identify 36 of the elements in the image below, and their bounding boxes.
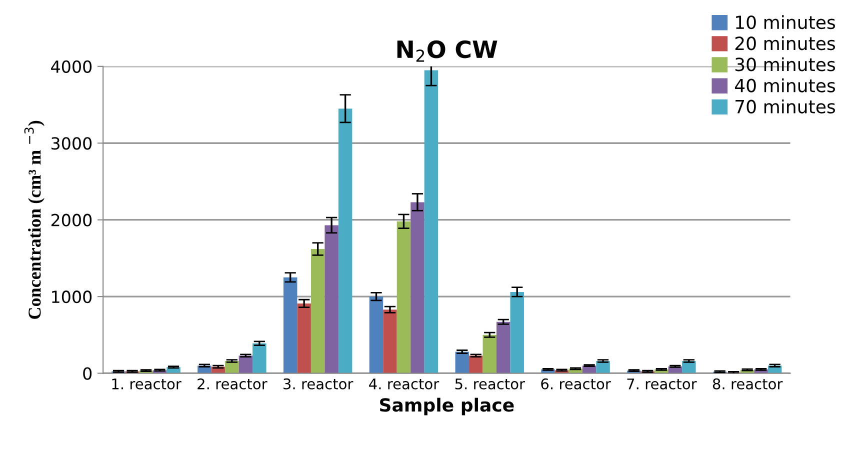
- x-tick-label: 4. reactor: [369, 378, 440, 390]
- bar: [369, 296, 384, 374]
- y-tick-label: 1000: [52, 290, 92, 304]
- y-tick-label: 3000: [52, 137, 92, 150]
- bar: [338, 108, 352, 374]
- x-tick-label: 5. reactor: [455, 378, 526, 390]
- bar: [324, 225, 338, 374]
- legend-label: 10 minutes: [736, 15, 835, 30]
- chart-title: N$_{2}$O CW: [397, 40, 498, 62]
- bar: [510, 292, 524, 374]
- legend-label: 40 minutes: [734, 78, 835, 92]
- bar: [383, 310, 397, 374]
- legend-label: 70 minutes: [736, 99, 835, 114]
- bar: [410, 202, 424, 374]
- y-tick-label: 2000: [51, 214, 92, 226]
- x-tick-label: 7. reactor: [627, 378, 697, 390]
- x-axis-title: Sample place: [380, 398, 514, 416]
- legend-label: 20 minutes: [735, 36, 835, 50]
- bar: [238, 356, 253, 374]
- bar: [482, 334, 496, 374]
- y-tick-label: 4000: [51, 60, 92, 73]
- bar: [283, 277, 298, 374]
- bar: [297, 303, 311, 374]
- x-tick-label: 1. reactor: [112, 378, 182, 390]
- legend-label: 30 minutes: [735, 57, 835, 72]
- bar: [252, 343, 266, 374]
- y-tick-label: 0: [83, 367, 92, 380]
- bar: [424, 70, 438, 374]
- bar: [396, 221, 411, 374]
- x-tick-label: 6. reactor: [541, 378, 611, 390]
- x-tick-label: 2. reactor: [198, 378, 268, 390]
- x-tick-label: 8. reactor: [712, 378, 783, 390]
- bar: [310, 248, 325, 374]
- x-tick-label: 3. reactor: [284, 378, 354, 390]
- y-axis-title: Concentration (cm³ m $^{−3}$): [24, 120, 44, 319]
- bar: [496, 322, 510, 374]
